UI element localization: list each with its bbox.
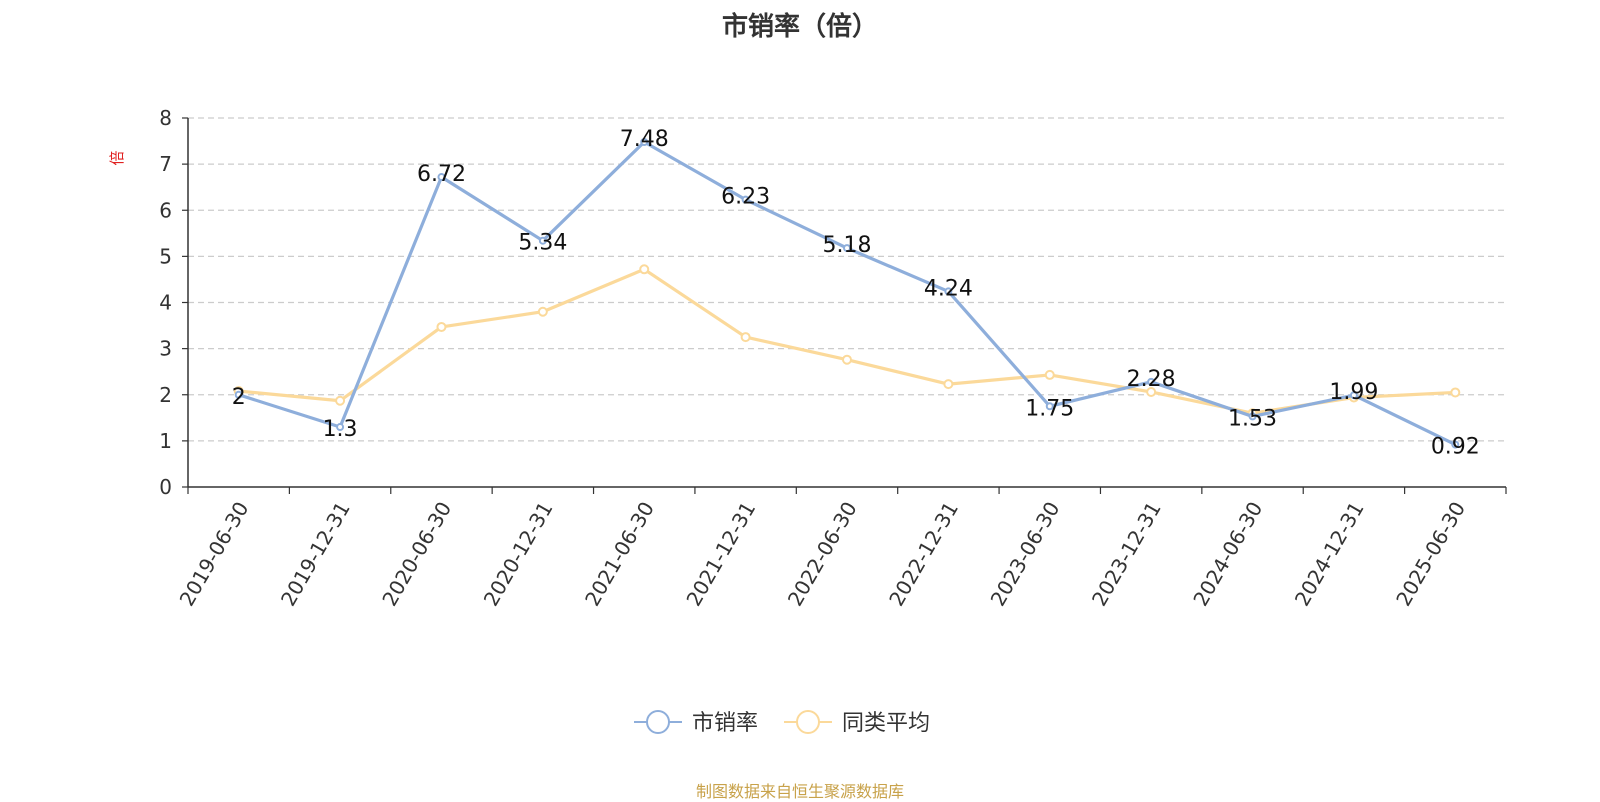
- legend-item[interactable]: 市销率: [634, 710, 758, 736]
- data-point: [943, 379, 954, 390]
- x-tick-label: 2022-06-30: [783, 498, 862, 611]
- data-label: 5.34: [518, 231, 567, 256]
- y-tick-label: 0: [159, 475, 172, 499]
- data-point: [741, 195, 750, 204]
- data-label: 7.48: [620, 127, 669, 152]
- data-point: [234, 390, 243, 399]
- x-tick-label: 2024-06-30: [1188, 498, 1267, 611]
- data-label: 5.18: [823, 233, 872, 258]
- data-label: 2: [232, 385, 246, 410]
- y-tick-label: 3: [159, 337, 172, 361]
- x-tick-label: 2020-12-31: [479, 498, 558, 611]
- y-tick-label: 6: [159, 198, 172, 222]
- axes: 0 1 2 3 4 5 6 7 8 倍 2019-06-30 2019-12-31 2020-06-30…: [108, 106, 1507, 611]
- x-tick-label: 2021-06-30: [580, 498, 659, 611]
- data-point: [537, 306, 548, 317]
- data-point: [640, 137, 649, 146]
- y-tick-label: 2: [159, 383, 172, 407]
- data-label: 2.28: [1127, 367, 1176, 392]
- source-footnote: 制图数据来自恒生聚源数据库: [695, 782, 904, 801]
- data-label: 1.99: [1329, 380, 1378, 405]
- data-point: [639, 264, 650, 275]
- chart-title: 市销率（倍）: [721, 12, 878, 42]
- data-point: [1146, 386, 1157, 397]
- x-tick-label: 2019-12-31: [276, 498, 355, 611]
- x-tick-label: 2021-12-31: [681, 498, 760, 611]
- data-point: [538, 236, 547, 245]
- y-tick-label: 7: [159, 152, 172, 176]
- y-tick-label: 1: [159, 429, 172, 453]
- data-label: 1.53: [1228, 406, 1277, 431]
- data-point: [1045, 402, 1054, 411]
- x-tick-label: 2022-12-31: [884, 498, 963, 611]
- x-tick-label: 2025-06-30: [1391, 498, 1470, 611]
- data-label: 4.24: [924, 276, 973, 301]
- data-point: [740, 332, 751, 343]
- data-label: 6.23: [721, 185, 770, 210]
- legend-label: 市销率: [692, 711, 758, 736]
- data-labels: 2 1.3 6.72 5.34 7.48 6.23 5.18 4.24 1.75 2.28 1.53…: [232, 127, 1480, 460]
- x-tick-label: 2024-12-31: [1290, 498, 1369, 611]
- legend-item[interactable]: 同类平均: [784, 710, 930, 736]
- x-tick-label: 2023-06-30: [986, 498, 1065, 611]
- series-line: [238, 267, 1456, 415]
- data-point: [437, 173, 446, 182]
- data-label: 1.3: [323, 417, 358, 442]
- data-point: [1451, 440, 1460, 449]
- data-point: [842, 354, 852, 365]
- data-point: [436, 321, 447, 332]
- data-point: [1248, 412, 1257, 421]
- y-tick-label: 5: [159, 244, 172, 268]
- legend-marker-icon: [796, 710, 820, 734]
- legend-label: 同类平均: [842, 711, 930, 736]
- series-line: [238, 140, 1457, 447]
- x-tick-label: 2019-06-30: [175, 498, 254, 611]
- series-group: [233, 137, 1461, 449]
- legend-marker-icon: [646, 710, 670, 734]
- data-label: 6.72: [417, 162, 466, 187]
- data-point: [944, 287, 953, 296]
- data-point: [1147, 377, 1156, 386]
- grid-lines: [188, 117, 1506, 442]
- data-label: 0.92: [1431, 435, 1480, 460]
- y-tick-label: 8: [159, 106, 172, 130]
- data-label: 1.75: [1025, 396, 1074, 421]
- data-point: [1044, 369, 1055, 380]
- data-point: [1349, 391, 1358, 400]
- data-point: [1450, 387, 1461, 398]
- legend[interactable]: 市销率 同类平均: [634, 710, 930, 736]
- x-tick-label: 2023-12-31: [1087, 498, 1166, 611]
- x-tick-label: 2020-06-30: [377, 498, 456, 611]
- y-tick-label: 4: [159, 291, 172, 315]
- data-point: [336, 423, 345, 432]
- data-point: [843, 244, 851, 253]
- y-axis-label: 倍: [108, 150, 126, 165]
- data-point: [335, 395, 346, 406]
